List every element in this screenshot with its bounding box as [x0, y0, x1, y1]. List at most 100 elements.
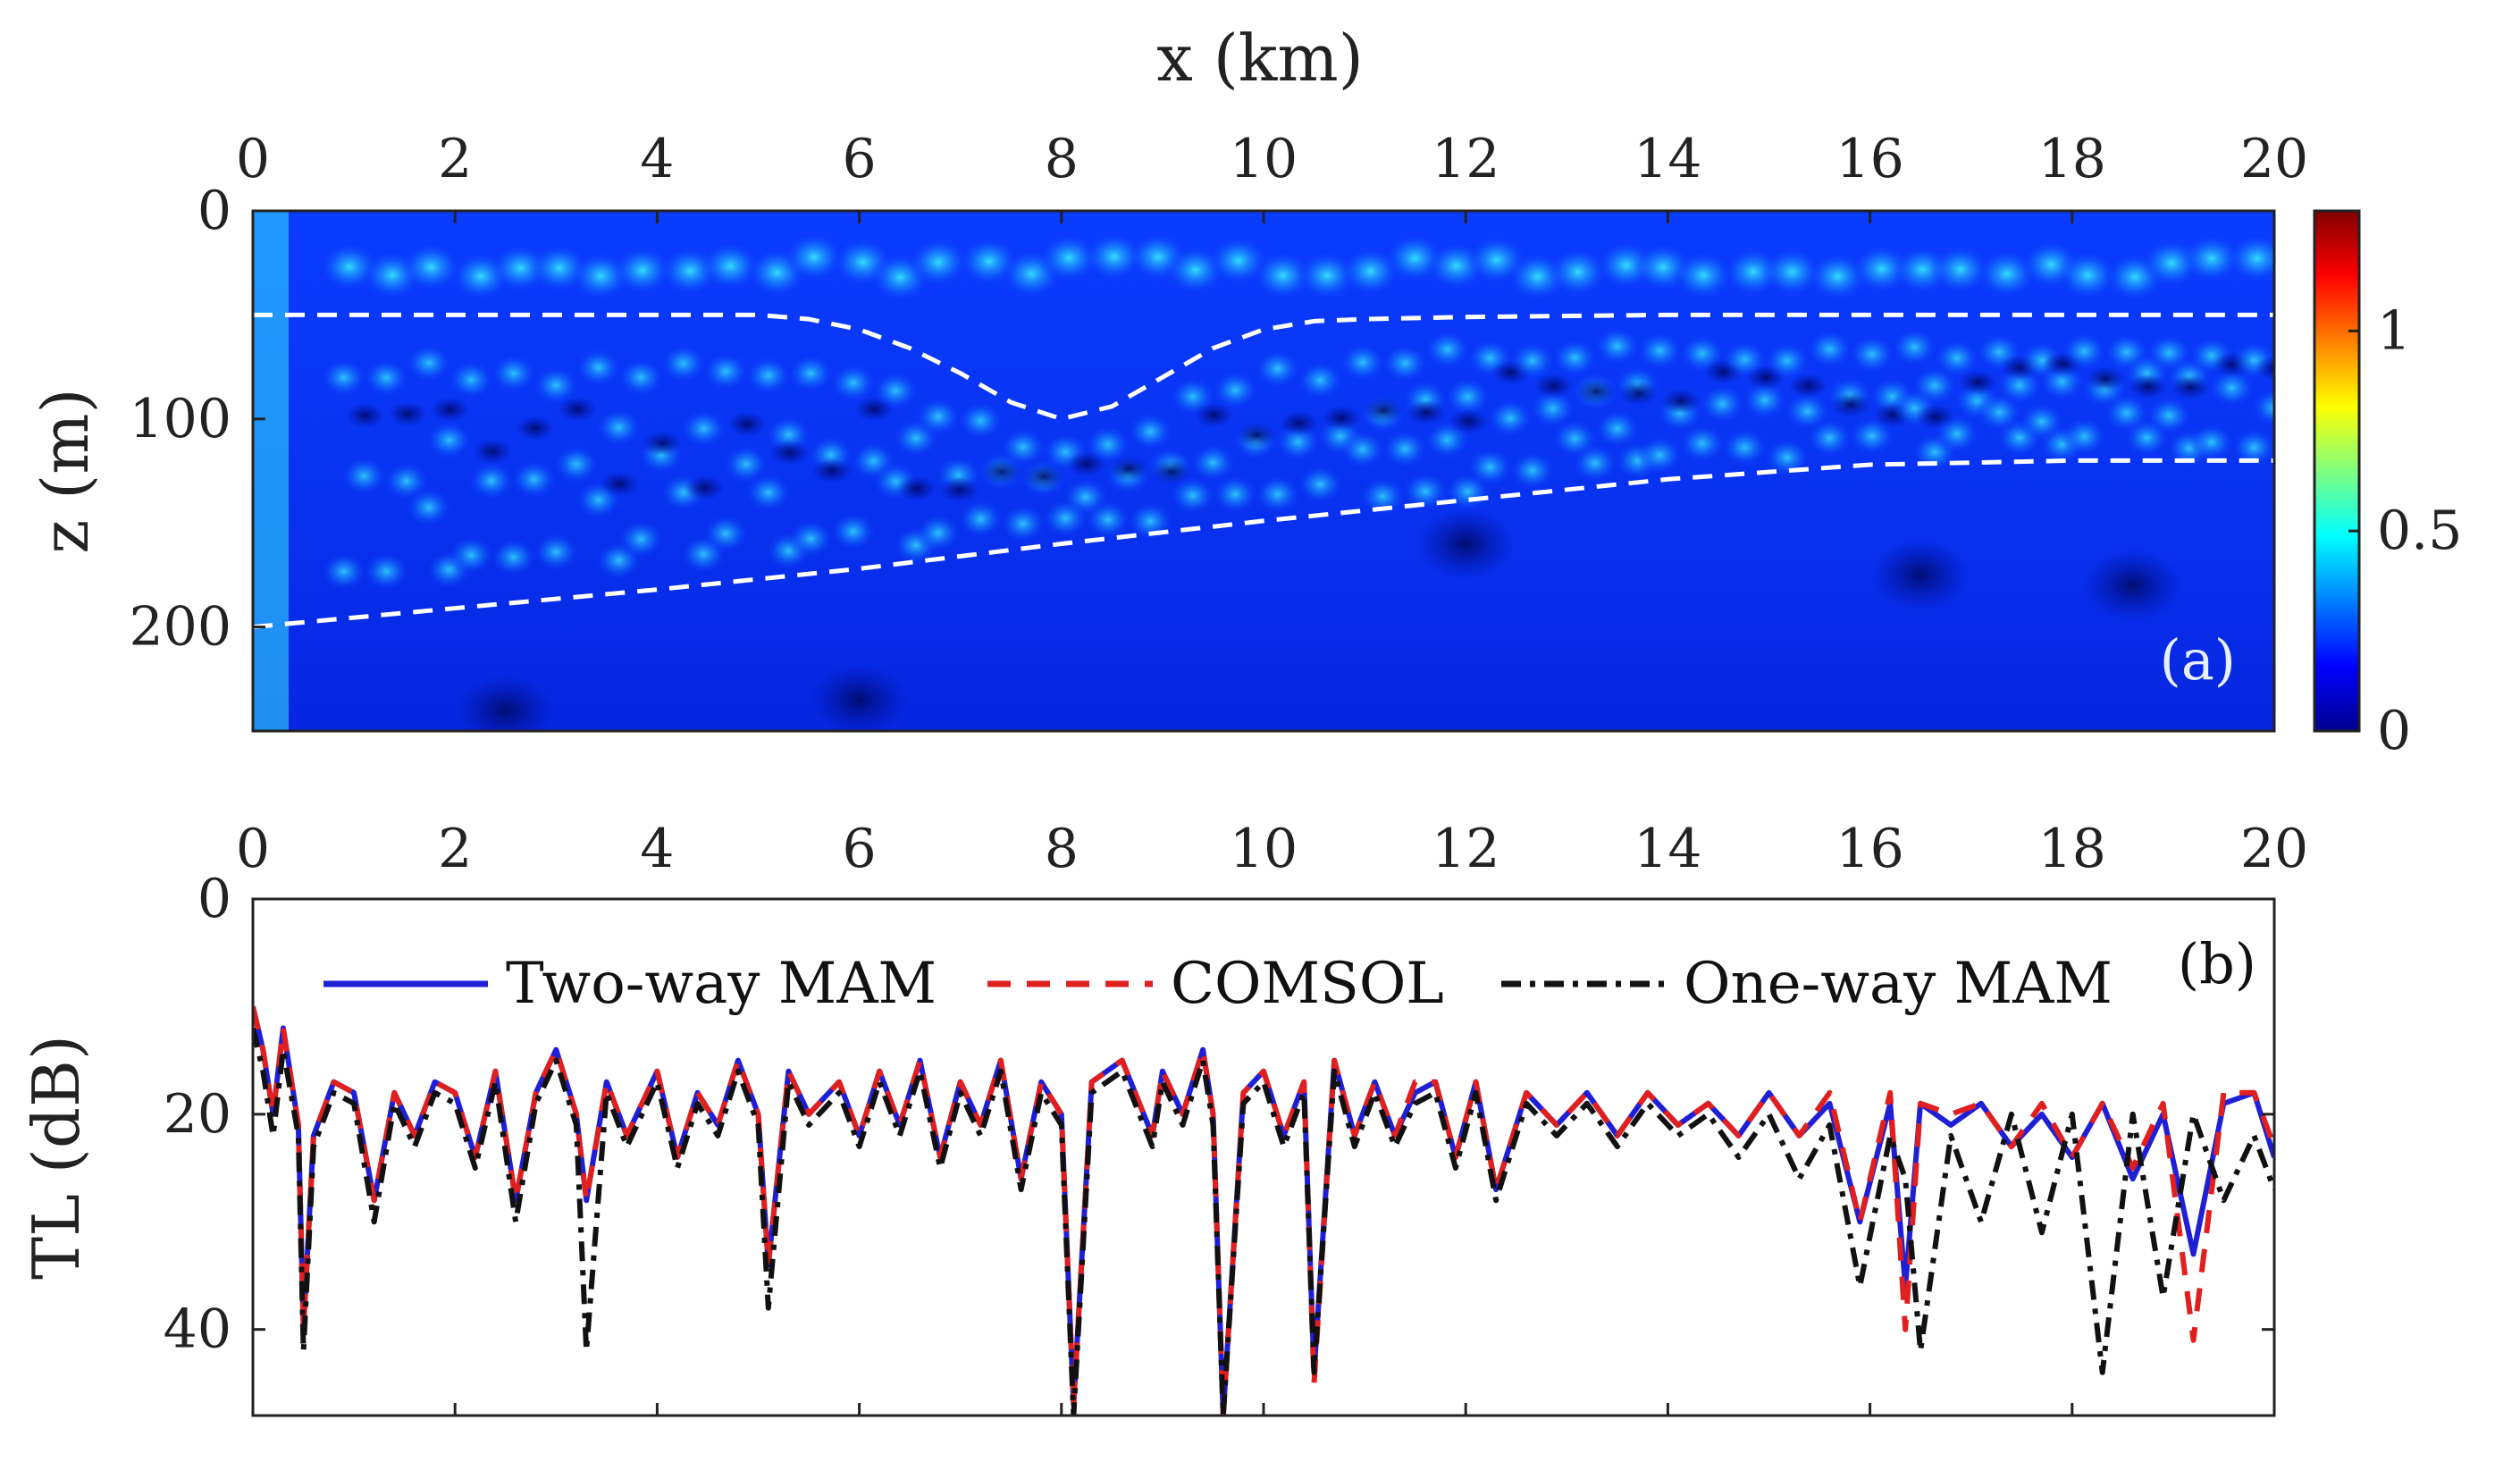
field-maximum — [405, 487, 452, 527]
panel-a-x-tick-label: 18 — [2038, 128, 2106, 190]
field-maximum — [595, 408, 643, 448]
field-minimum — [1152, 459, 1192, 485]
panel-a-x-title: x (km) — [1156, 21, 1364, 96]
panel-b-x-tick-label: 14 — [1634, 818, 1701, 880]
field-minimum — [810, 664, 909, 731]
colorbar-tick-label: 0 — [2377, 700, 2411, 762]
colorbar-tick-label: 0.5 — [2377, 500, 2462, 562]
field-maximum — [744, 473, 792, 513]
field-maximum — [1508, 450, 1556, 491]
field-maximum — [1038, 232, 1100, 283]
field-minimum — [1533, 373, 1574, 399]
panel-a-heatmap: 0 2 4 6 8 10 12 14 16 18 20 0 100 200 x (km) z (m) (… — [28, 21, 2308, 733]
field-maximum — [1547, 247, 1609, 298]
field-maximum — [1593, 408, 1641, 449]
field-maximum — [1382, 343, 1429, 383]
field-maximum — [617, 357, 665, 398]
field-maximum — [320, 357, 367, 398]
field-minimum — [1322, 405, 1362, 431]
field-maximum — [1486, 398, 1533, 438]
field-maximum — [783, 231, 844, 282]
field-maximum — [999, 504, 1046, 544]
field-minimum — [1661, 388, 1701, 414]
field-minimum — [2171, 374, 2211, 400]
panel-a-x-tick-label: 6 — [843, 128, 877, 190]
colorbar-frame — [2313, 209, 2361, 733]
field-maximum — [1529, 389, 1576, 429]
panel-a-x-tick-label: 4 — [640, 128, 674, 190]
panel-b-x-tick-label: 16 — [1835, 818, 1903, 880]
panel-a-x-tick-label: 0 — [236, 128, 270, 190]
field-minimum — [685, 475, 725, 500]
field-maximum — [2230, 427, 2274, 467]
panel-a-x-tick-label: 16 — [1835, 128, 1903, 190]
field-maximum — [1339, 342, 1386, 382]
heatmap-field — [253, 211, 2274, 731]
field-minimum — [2086, 366, 2126, 391]
field-maximum — [1571, 443, 1618, 483]
field-maximum — [2061, 416, 2108, 457]
field-minimum — [1576, 379, 1617, 405]
field-maximum — [400, 241, 462, 292]
field-maximum — [1254, 349, 1301, 389]
interface-line — [253, 312, 2274, 422]
field-minimum — [1024, 464, 1064, 490]
field-maximum — [999, 427, 1046, 467]
field-minimum — [1788, 373, 1828, 399]
field-minimum — [1958, 369, 1998, 395]
field-maximum — [2146, 395, 2193, 435]
panel-b-line-plot: 0 2 4 6 8 10 12 14 16 18 20 0 20 40 TL (dB) Two-way … — [19, 818, 2308, 1417]
field-minimum — [558, 396, 598, 422]
field-maximum — [1466, 447, 1514, 487]
field-maximum — [1636, 331, 1684, 371]
field-maximum — [908, 237, 970, 288]
legend: Two-way MAM COMSOL One-way MAM — [323, 951, 2113, 1017]
field-minimum — [345, 403, 385, 429]
field-maximum — [1444, 377, 1491, 417]
field-maximum — [1741, 380, 1788, 420]
field-minimum — [2255, 356, 2274, 382]
field-minimum — [643, 431, 683, 457]
field-maximum — [1699, 384, 1746, 424]
panel-b-x-tick-label: 2 — [438, 818, 472, 880]
field-maximum — [1806, 329, 1853, 369]
field-maximum — [1083, 231, 1145, 282]
legend-label-comsol: COMSOL — [1171, 951, 1444, 1017]
field-maximum — [1763, 437, 1810, 477]
field-minimum — [769, 440, 810, 466]
field-maximum — [1929, 244, 1991, 295]
field-maximum — [611, 245, 673, 296]
field-maximum — [1551, 338, 1599, 378]
field-maximum — [957, 400, 1004, 441]
panel-b-x-tick-label: 10 — [1230, 818, 1298, 880]
field-maximum — [1761, 247, 1823, 298]
field-maximum — [829, 363, 877, 403]
panel-b-x-tick-label: 12 — [1432, 818, 1499, 880]
field-minimum — [2128, 374, 2168, 399]
field-maximum — [1636, 435, 1684, 475]
field-maximum — [787, 518, 835, 559]
field-maximum — [1678, 424, 1726, 464]
panel-a-label: (a) — [2160, 627, 2236, 693]
field-maximum — [448, 359, 495, 399]
field-minimum — [1831, 392, 1871, 418]
field-minimum — [897, 475, 937, 501]
panel-a-x-tick-label: 2 — [438, 128, 472, 190]
field-minimum — [1449, 408, 1489, 434]
legend-label-two-way-mam: Two-way MAM — [506, 951, 937, 1017]
field-maximum — [787, 353, 835, 393]
field-maximum — [1169, 475, 1216, 516]
field-minimum — [812, 458, 853, 483]
field-maximum — [1848, 416, 1895, 456]
field-maximum — [1252, 250, 1314, 301]
field-minimum — [1407, 399, 1447, 425]
field-maximum — [1806, 418, 1853, 458]
field-maximum — [872, 371, 920, 411]
colorbar: 00.51 — [2313, 209, 2462, 762]
panel-a-y-title: z (m) — [28, 388, 103, 553]
panel-b-y-tick-label: 0 — [197, 868, 231, 930]
field-maximum — [1382, 429, 1429, 469]
field-maximum — [702, 351, 750, 391]
field-maximum — [957, 499, 1004, 539]
field-maximum — [1933, 414, 1980, 454]
